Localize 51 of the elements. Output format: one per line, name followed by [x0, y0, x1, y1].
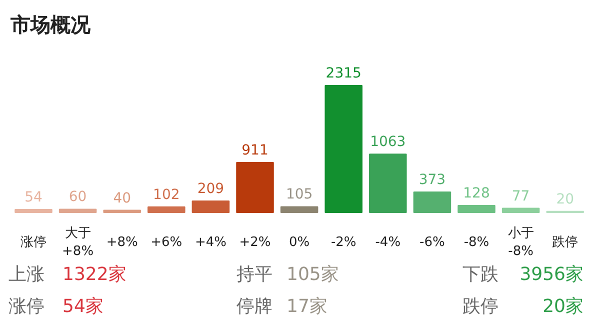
bar — [413, 192, 452, 213]
x-tick-label: +6% — [150, 235, 182, 250]
bar — [14, 209, 52, 213]
x-tick-label: 跌停 — [552, 235, 578, 250]
x-tick-label: -2% — [330, 235, 356, 250]
x-tick-label: 涨停 — [20, 235, 46, 250]
text: 上涨 — [8, 264, 44, 285]
x-tick-label: +8% — [106, 235, 138, 250]
bar — [236, 162, 274, 213]
data-label: 209 — [197, 181, 224, 198]
bar — [148, 206, 186, 213]
x-tick-label: +4% — [194, 235, 226, 250]
text: 持平 — [236, 264, 272, 285]
bar — [103, 210, 141, 213]
x-tick-label: -6% — [420, 235, 445, 250]
data-label: 77 — [512, 188, 530, 204]
bar — [369, 154, 407, 213]
text: 17家 — [286, 296, 328, 317]
bar — [280, 206, 318, 213]
text: 20家 — [542, 296, 584, 317]
x-tick-label: 大于 +8% — [62, 226, 94, 259]
bar — [192, 200, 230, 213]
data-label: 1063 — [370, 134, 406, 150]
data-label: 128 — [463, 185, 490, 202]
data-label: 20 — [556, 191, 574, 208]
text: 105家 — [286, 264, 339, 285]
x-tick-label: -8% — [464, 235, 490, 250]
x-tick-label: +2% — [239, 235, 271, 250]
text: 54家 — [62, 296, 104, 317]
data-label: 911 — [242, 142, 268, 159]
data-label: 60 — [68, 189, 87, 206]
bar — [458, 204, 496, 213]
text: 1322家 — [62, 264, 126, 285]
x-tick-label: 0% — [288, 235, 310, 250]
chart-title: 市场概况 — [10, 12, 92, 36]
data-label: 373 — [418, 172, 446, 188]
data-label: 105 — [286, 186, 313, 203]
bar — [502, 208, 540, 213]
data-label: 40 — [113, 190, 132, 206]
text: 跌停 — [462, 296, 498, 317]
text: 涨停 — [8, 296, 44, 317]
bar — [324, 85, 362, 213]
x-tick-label: 小于 -8% — [508, 226, 534, 259]
x-tick-label: -4% — [375, 235, 401, 250]
data-label: 54 — [24, 190, 42, 206]
text: 下跌 — [462, 264, 498, 285]
text: 停牌 — [236, 296, 272, 317]
text: 3956家 — [520, 264, 584, 285]
data-label: 2315 — [326, 66, 362, 82]
bar — [58, 208, 97, 213]
data-label: 102 — [153, 186, 180, 203]
